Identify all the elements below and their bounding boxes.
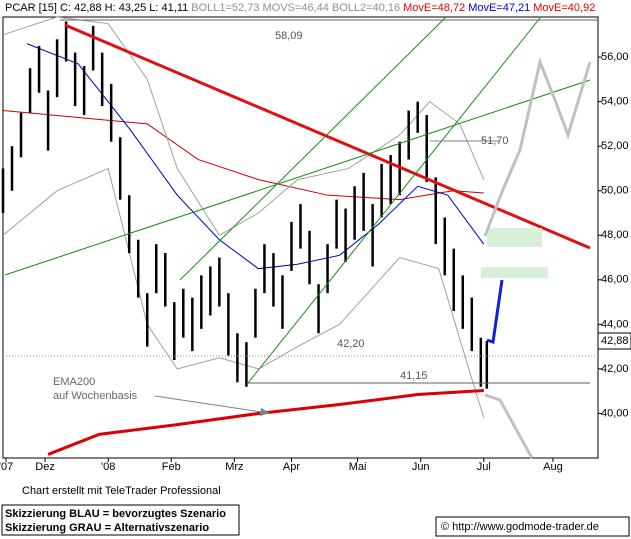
header: PCAR [15] C: 42,88 H: 43,25 L: 41,11 BOLL… <box>5 2 595 14</box>
x-tick-label: Apr <box>283 461 300 473</box>
y-tick-label: 46,00 <box>601 274 629 286</box>
y-tick-label: 54,00 <box>601 96 629 108</box>
source-box <box>435 516 630 537</box>
target-zone <box>487 228 542 247</box>
arrow-head <box>260 408 270 416</box>
indicator-line <box>26 43 485 270</box>
plot <box>1 16 489 456</box>
last-price: 42,88 <box>601 335 629 347</box>
x-tick-label: Jul <box>477 461 491 473</box>
header-item: PCAR [15] C: 42,88 H: 43,25 L: 41,11 <box>5 2 188 14</box>
x-tick-label: '08 <box>101 461 115 473</box>
header-item: MovE=47,21 <box>468 2 530 14</box>
support-trendline <box>4 79 591 276</box>
x-tick-label: Mrz <box>225 461 243 473</box>
resistance-trendline <box>64 23 591 250</box>
scenario-grey <box>484 393 534 459</box>
header-item: BOLL1=52,73 MOVS=46,44 BOLL2=40,16 <box>191 2 400 14</box>
legend-box <box>1 504 240 536</box>
header-item: MovE=40,92 <box>533 2 595 14</box>
indicator-line <box>2 167 485 419</box>
channel-upper <box>179 17 446 281</box>
x-tick-label: Jun <box>412 461 430 473</box>
legend-text: Skizzierung GRAU = Alternativszenario <box>5 522 209 534</box>
indicator-line <box>2 110 484 201</box>
legend-text: Skizzierung BLAU = bevorzugtes Szenario <box>5 508 226 520</box>
y-tick-label: 56,00 <box>601 51 629 63</box>
annotation: auf Wochenbasis <box>53 390 138 402</box>
x-tick-label: Aug <box>543 461 563 473</box>
y-tick-label: 52,00 <box>601 140 629 152</box>
header-item: MovE=48,72 <box>403 2 465 14</box>
target-zone <box>481 267 548 278</box>
price-box <box>597 332 631 350</box>
indicator-line <box>47 389 484 456</box>
annotation: 51,70 <box>481 135 509 147</box>
annotation-arrow <box>154 395 269 414</box>
x-tick-label: Dez <box>35 461 55 473</box>
channel-lower <box>247 17 541 384</box>
indicator-line <box>2 16 485 236</box>
y-tick-label: 44,00 <box>601 318 629 330</box>
scenario-blue <box>486 279 504 344</box>
annotation: 41,15 <box>400 370 428 382</box>
source[interactable]: © http://www.godmode-trader.de <box>441 521 599 533</box>
annotation: 58,09 <box>275 30 303 42</box>
annotation: EMA200 <box>53 376 95 388</box>
x-tick-label: '07 <box>0 461 13 473</box>
y-tick-label: 48,00 <box>601 229 629 241</box>
credit: Chart erstellt mit TeleTrader Profession… <box>22 485 221 497</box>
scenario-grey <box>483 56 592 237</box>
x-tick-label: Feb <box>162 461 181 473</box>
annotation: 42,20 <box>337 338 365 350</box>
y-tick-label: 42,00 <box>601 363 629 375</box>
y-tick-label: 50,00 <box>601 185 629 197</box>
x-tick-label: Mai <box>349 461 367 473</box>
y-tick-label: 40,00 <box>601 407 629 419</box>
